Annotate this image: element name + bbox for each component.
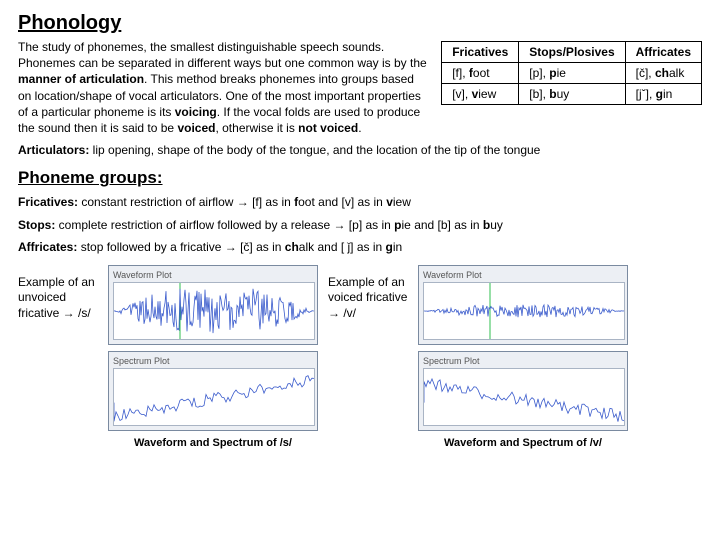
bottom-caption-s: Waveform and Spectrum of /s/ xyxy=(134,437,292,449)
spectrum-plot-v xyxy=(423,368,625,426)
bottom-caption-v: Waveform and Spectrum of /v/ xyxy=(444,437,602,449)
table-row: [v], view [b], buy [jˇ], gin xyxy=(442,84,702,105)
spectrum-panel-s: Spectrum Plot xyxy=(108,351,318,431)
plot-group-v: Example of an voiced fricative → /v/ Wav… xyxy=(328,265,628,449)
panel-title: Waveform Plot xyxy=(423,270,623,280)
waveform-panel-s: Waveform Plot xyxy=(108,265,318,345)
top-row: The study of phonemes, the smallest dist… xyxy=(18,39,702,136)
spectrum-panel-v: Spectrum Plot xyxy=(418,351,628,431)
phoneme-groups-title: Phoneme groups: xyxy=(18,168,702,188)
waveform-plot-s xyxy=(113,282,315,340)
page-title: Phonology xyxy=(18,12,702,35)
plots-row: Example of an unvoiced fricative → /s/ W… xyxy=(18,265,702,449)
table-cell: [jˇ], gin xyxy=(625,84,701,105)
table-cell: [b], buy xyxy=(519,84,625,105)
panel-title: Spectrum Plot xyxy=(423,356,623,366)
example-caption-v: Example of an voiced fricative → /v/ xyxy=(328,265,412,322)
table-cell: [f], foot xyxy=(442,63,519,84)
table-row: [f], foot [p], pie [č], chalk xyxy=(442,63,702,84)
affricates-def: Affricates: stop followed by a fricative… xyxy=(18,239,702,255)
articulators-line: Articulators: lip opening, shape of the … xyxy=(18,142,702,158)
table-header: Affricates xyxy=(625,42,701,63)
waveform-panel-v: Waveform Plot xyxy=(418,265,628,345)
panel-title: Spectrum Plot xyxy=(113,356,313,366)
spectrum-plot-s xyxy=(113,368,315,426)
phoneme-table: Fricatives Stops/Plosives Affricates [f]… xyxy=(441,41,702,105)
table-cell: [p], pie xyxy=(519,63,625,84)
waveform-plot-v xyxy=(423,282,625,340)
table-header-row: Fricatives Stops/Plosives Affricates xyxy=(442,42,702,63)
table-header: Stops/Plosives xyxy=(519,42,625,63)
table-cell: [v], view xyxy=(442,84,519,105)
plot-group-s: Example of an unvoiced fricative → /s/ W… xyxy=(18,265,318,449)
table-header: Fricatives xyxy=(442,42,519,63)
stops-def: Stops: complete restriction of airflow f… xyxy=(18,217,702,233)
panel-title: Waveform Plot xyxy=(113,270,313,280)
table-cell: [č], chalk xyxy=(625,63,701,84)
fricatives-def: Fricatives: constant restriction of airf… xyxy=(18,194,702,210)
example-caption-s: Example of an unvoiced fricative → /s/ xyxy=(18,265,102,322)
intro-paragraph: The study of phonemes, the smallest dist… xyxy=(18,39,427,136)
